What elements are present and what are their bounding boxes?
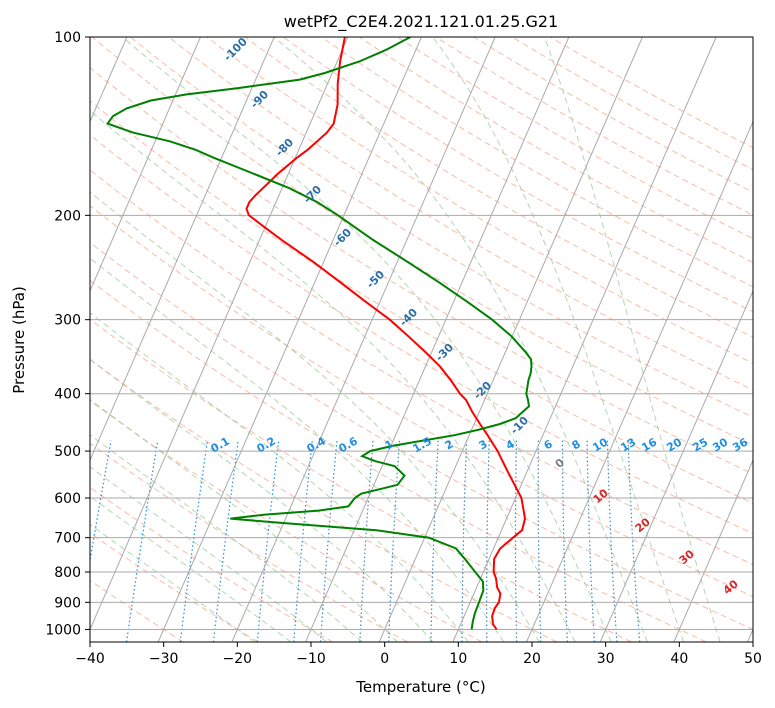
isotherm-line xyxy=(90,37,349,631)
dry-adiabat-line xyxy=(90,169,753,566)
profile-lines xyxy=(106,37,533,630)
mixing-ratio-line xyxy=(430,440,439,642)
isotherm-line xyxy=(157,37,422,642)
isotherm-line xyxy=(305,37,570,642)
x-axis-label: Temperature (°C) xyxy=(355,678,485,696)
y-tick-label: 900 xyxy=(54,595,81,611)
moist-adiabat-line xyxy=(432,37,685,642)
mixing-ratio-line xyxy=(256,440,280,642)
moist-adiabat-line xyxy=(90,110,576,642)
dry-adiabat-line xyxy=(205,37,753,364)
grid-lines xyxy=(90,37,753,642)
x-tick-label: 30 xyxy=(597,651,615,667)
mixing-ratio-line xyxy=(627,440,641,642)
isotherm-line xyxy=(599,289,753,642)
dry-adiabat-line xyxy=(90,532,259,642)
y-tick-label: 100 xyxy=(54,30,81,46)
isotherm-line xyxy=(526,120,753,642)
mixing-ratio-line xyxy=(126,440,159,642)
dry-adiabat-line xyxy=(90,205,753,598)
moist-adiabat-line xyxy=(90,257,505,642)
moist-adiabat-line xyxy=(90,398,398,642)
mixing-ratio-line xyxy=(606,440,618,642)
x-tick-label: 20 xyxy=(523,651,541,667)
dry-adiabat-line xyxy=(167,37,753,391)
temperature-line xyxy=(245,37,527,630)
dry-adiabat-line xyxy=(282,37,753,313)
mixing-ratio-line xyxy=(561,440,568,642)
dewpoint-line xyxy=(106,37,533,630)
y-tick-label: 200 xyxy=(54,208,81,224)
dry-adiabat-line xyxy=(90,358,558,642)
moist-adiabat-line xyxy=(90,358,434,642)
dry-adiabat-line xyxy=(90,486,333,642)
dry-adiabat-line xyxy=(90,400,483,642)
dry-adiabat-line xyxy=(320,37,753,288)
moist-adiabat-line xyxy=(273,37,648,642)
dry-adiabat-line xyxy=(90,134,753,535)
mixing-ratio-line xyxy=(586,440,595,642)
mixing-ratio-line xyxy=(293,440,313,642)
dry-adiabat-line xyxy=(90,442,408,642)
x-tick-label: −30 xyxy=(149,651,179,667)
y-tick-label: 1000 xyxy=(45,622,81,638)
x-tick-label: 10 xyxy=(449,651,467,667)
y-axis-label: Pressure (hPa) xyxy=(10,286,28,394)
x-tick-label: −20 xyxy=(223,651,253,667)
x-tick-label: 0 xyxy=(380,651,389,667)
dry-adiabat-line xyxy=(91,37,753,446)
mixing-ratio-line xyxy=(359,440,374,642)
dry-adiabat-line xyxy=(90,318,632,642)
dry-adiabat-line xyxy=(90,279,707,642)
isotherm-line xyxy=(378,37,643,642)
moist-adiabat-line xyxy=(121,37,612,642)
mixing-ratio-line xyxy=(461,440,468,642)
y-tick-label: 300 xyxy=(54,313,81,329)
mixing-ratio-line xyxy=(514,440,518,642)
chart-title: wetPf2_C2E4.2021.121.01.25.G21 xyxy=(284,12,558,32)
x-tick-label: 50 xyxy=(744,651,762,667)
dry-adiabat-line xyxy=(90,66,753,475)
y-tick-label: 600 xyxy=(54,491,81,507)
moist-adiabat-line xyxy=(90,312,469,642)
mixing-ratio-line xyxy=(537,440,542,642)
x-tick-label: −10 xyxy=(296,651,326,667)
isotherm-line xyxy=(231,37,496,642)
mixing-ratio-line xyxy=(320,440,338,642)
isotherm-line xyxy=(673,458,753,642)
plot-frame xyxy=(89,36,754,643)
x-tick-label: 40 xyxy=(670,651,688,667)
mixing-ratio-line xyxy=(179,440,209,642)
y-tick-label: 400 xyxy=(54,387,81,403)
mixing-ratio-line xyxy=(90,440,112,564)
axes: −40 −30 −20 −10 0 10 20 30 40 50 100 200 300 400 500 60… xyxy=(45,30,762,667)
y-tick-label: 800 xyxy=(54,565,81,581)
moist-adiabat-line xyxy=(90,523,255,642)
y-tick-label: 500 xyxy=(54,444,81,460)
moist-adiabat-line xyxy=(90,191,540,642)
moist-adiabat-line xyxy=(90,434,363,642)
y-tick-label: 700 xyxy=(54,531,81,547)
moist-adiabat-line xyxy=(544,37,721,642)
isotherm-line xyxy=(452,37,717,642)
isotherm-line xyxy=(90,37,275,462)
x-tick-label: −40 xyxy=(75,651,105,667)
mixing-ratio-line xyxy=(486,440,490,642)
mixing-ratio-line xyxy=(212,440,239,642)
